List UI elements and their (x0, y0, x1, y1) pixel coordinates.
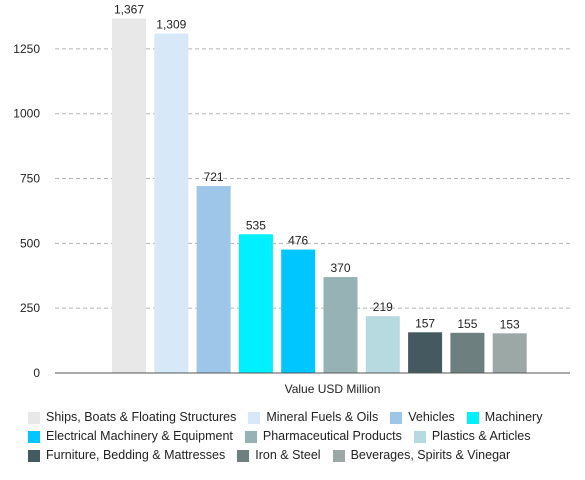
legend-item[interactable]: Beverages, Spirits & Vinegar (332, 446, 511, 465)
bar (154, 33, 189, 373)
bar-value-label: 476 (288, 234, 308, 248)
legend-label: Ships, Boats & Floating Structures (46, 410, 237, 424)
legend-label: Furniture, Bedding & Mattresses (46, 448, 226, 462)
bar-value-label: 153 (500, 317, 520, 331)
legend-label: Beverages, Spirits & Vinegar (350, 448, 511, 462)
legend-swatch (248, 411, 261, 424)
legend-label: Mineral Fuels & Oils (266, 410, 379, 424)
bar (492, 333, 527, 373)
legend-item[interactable]: Iron & Steel (237, 446, 321, 465)
bar (112, 18, 146, 374)
bar (450, 332, 485, 373)
legend-swatch (237, 449, 250, 462)
legend: Ships, Boats & Floating Structures Minera… (28, 408, 578, 465)
bar-value-label: 370 (330, 261, 350, 275)
bar (408, 332, 443, 373)
bar-chart: 0 250 500 750 1000 1250 1,367 1,309 721 535 476 370… (13, 3, 570, 396)
y-tick-label: 0 (33, 366, 40, 380)
bar-value-label: 219 (373, 300, 393, 314)
legend-swatch (28, 449, 40, 462)
legend-swatch (466, 411, 479, 424)
legend-item[interactable]: Pharmaceutical Products (244, 427, 402, 446)
legend-label: Plastics & Articles (431, 429, 531, 443)
label-layer: 0 250 500 750 1000 1250 1,367 1,309 721 535 476 370… (13, 3, 520, 380)
bar (365, 316, 400, 373)
legend-item[interactable]: Ships, Boats & Floating Structures (28, 408, 236, 427)
legend-swatch (413, 430, 426, 443)
legend-swatch (28, 430, 40, 443)
bar-value-label: 1,367 (114, 3, 144, 17)
legend-item[interactable]: Machinery (466, 408, 543, 427)
legend-label: Vehicles (408, 410, 455, 424)
legend-row: Ships, Boats & Floating Structures Minera… (28, 408, 578, 427)
legend-item[interactable]: Plastics & Articles (413, 427, 531, 446)
legend-swatch (390, 411, 403, 424)
legend-row: Electrical Machinery & Equipment Pharmace… (28, 427, 578, 446)
bar-value-label: 155 (457, 317, 477, 331)
legend-item[interactable]: Electrical Machinery & Equipment (28, 427, 233, 446)
legend-label: Electrical Machinery & Equipment (46, 429, 233, 443)
bar-value-label: 157 (415, 316, 435, 330)
y-tick-label: 750 (20, 172, 40, 186)
legend-item[interactable]: Mineral Fuels & Oils (248, 408, 378, 427)
legend-swatch (332, 449, 345, 462)
legend-item[interactable]: Vehicles (390, 408, 455, 427)
bar-value-label: 1,309 (156, 18, 186, 32)
bar (238, 234, 273, 373)
bar-layer (112, 18, 527, 374)
y-tick-label: 500 (20, 236, 40, 250)
x-axis-title: Value USD Million (285, 382, 381, 396)
y-tick-label: 1000 (13, 107, 40, 121)
legend-label: Iron & Steel (255, 448, 321, 462)
y-tick-label: 250 (20, 301, 40, 315)
legend-label: Machinery (484, 410, 543, 424)
bar (196, 186, 231, 373)
legend-swatch (244, 430, 257, 443)
bar (281, 249, 316, 373)
bar-value-label: 535 (246, 218, 266, 232)
legend-label: Pharmaceutical Products (262, 429, 402, 443)
legend-row: Furniture, Bedding & Mattresses Iron & St… (28, 446, 578, 465)
y-tick-label: 1250 (13, 42, 40, 56)
bar-value-label: 721 (204, 170, 224, 184)
legend-swatch (28, 411, 40, 424)
bar (323, 277, 358, 373)
legend-item[interactable]: Furniture, Bedding & Mattresses (28, 446, 225, 465)
